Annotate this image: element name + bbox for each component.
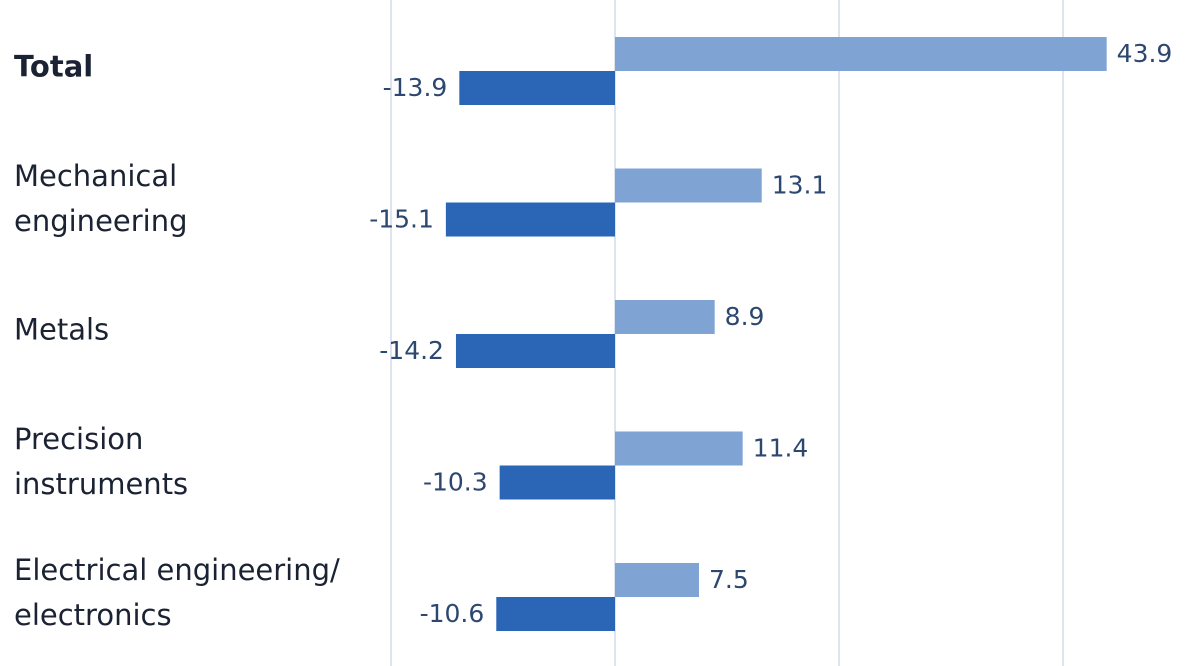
value-label: -15.1 [369, 205, 434, 234]
category-label: Precision instruments [14, 421, 189, 501]
bar [499, 465, 615, 500]
bar [496, 597, 615, 631]
value-label: 8.9 [725, 302, 765, 331]
value-label: 13.1 [772, 171, 828, 200]
bar [615, 300, 715, 334]
category-label: Electrical engineering/ electronics [14, 553, 340, 632]
bar [445, 202, 615, 237]
bar [615, 168, 762, 203]
bar [615, 37, 1107, 71]
value-label: -13.9 [383, 73, 448, 102]
bar [615, 563, 699, 597]
value-label: -10.6 [420, 599, 485, 628]
category-label: Total [14, 49, 94, 84]
bar [455, 334, 615, 368]
value-label: -10.3 [423, 468, 488, 497]
value-label: -14.2 [379, 336, 444, 365]
category-label: Mechanical engineering [14, 158, 188, 238]
category-label: Metals [14, 312, 110, 347]
bar [459, 71, 615, 105]
bar [615, 431, 743, 466]
value-label: 43.9 [1117, 39, 1173, 68]
value-label: 11.4 [753, 434, 809, 463]
value-label: 7.5 [709, 565, 749, 594]
